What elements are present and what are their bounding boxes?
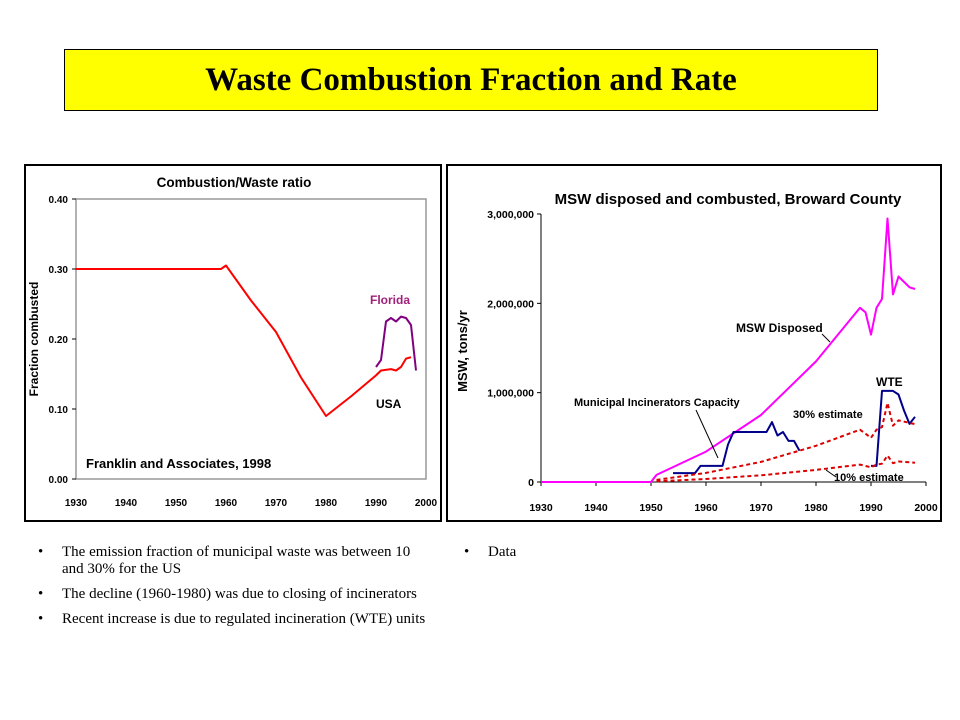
incinerators-pointer	[695, 409, 719, 459]
florida-label: Florida	[370, 293, 410, 307]
plot-frame	[75, 198, 427, 480]
combustion-ratio-chart-panel: Combustion/Waste ratio Fraction combuste…	[24, 164, 442, 522]
y-tick-label: 2,000,000	[487, 298, 534, 310]
bullet-item: Data	[458, 544, 758, 561]
tick-labels: 1930 1940 1950 1960 1970 1980 1990 2000 0.00 0.10…	[49, 195, 438, 509]
msw-disposed-label: MSW Disposed	[736, 321, 823, 335]
bullet-item: Recent increase is due to regulated inci…	[32, 611, 432, 628]
source-annotation: Franklin and Associates, 1998	[86, 456, 271, 471]
x-tick-label: 1980	[315, 498, 338, 509]
bullet-item: The decline (1960-1980) was due to closi…	[32, 586, 432, 603]
x-tick-label: 2000	[415, 498, 438, 509]
y-axis-label: MSW, tons/yr	[455, 310, 470, 392]
estimate-10-label: 10% estimate	[834, 472, 904, 484]
x-tick-label: 1950	[165, 498, 188, 509]
tick-labels: 1930 1940 1950 1960 1970 1980 1990 2000 0 1,000,0…	[487, 209, 938, 514]
bullet-list-left: The emission fraction of municipal waste…	[32, 544, 432, 636]
broward-msw-chart-panel: MSW disposed and combusted, Broward Coun…	[446, 164, 942, 522]
x-tick-label: 1930	[529, 502, 553, 514]
bullet-item: The emission fraction of municipal waste…	[32, 544, 432, 578]
title-box: Waste Combustion Fraction and Rate	[64, 49, 878, 111]
estimate-10-pointer	[825, 469, 837, 478]
x-tick-label: 1970	[265, 498, 288, 509]
x-tick-label: 1960	[215, 498, 238, 509]
x-tick-label: 1980	[804, 502, 828, 514]
chart-title: Combustion/Waste ratio	[157, 175, 312, 190]
series-line-msw-disposed	[541, 217, 916, 483]
x-tick-label: 1960	[694, 502, 718, 514]
series-lines	[541, 217, 916, 483]
wte-label: WTE	[876, 375, 903, 389]
bullet-list-right: Data	[458, 544, 758, 569]
x-tick-label: 1970	[749, 502, 773, 514]
y-tick-label: 0.00	[49, 475, 69, 486]
y-tick-label: 1,000,000	[487, 388, 534, 400]
series-line-10-estimate	[656, 454, 916, 483]
usa-label: USA	[376, 397, 402, 411]
msw-disposed-pointer	[821, 333, 831, 343]
y-tick-label: 0.30	[49, 265, 69, 276]
y-tick-label: 0.10	[49, 405, 69, 416]
series-lines	[76, 264, 417, 417]
series-line-30-estimate	[656, 401, 916, 481]
y-tick-label: 0.20	[49, 335, 69, 346]
y-axis-label: Fraction combusted	[27, 282, 41, 397]
y-tick-label: 3,000,000	[487, 209, 534, 221]
combustion-ratio-chart: Combustion/Waste ratio Fraction combuste…	[27, 175, 438, 509]
chart-title: MSW disposed and combusted, Broward Coun…	[555, 191, 902, 208]
x-tick-label: 2000	[914, 502, 938, 514]
x-tick-label: 1930	[65, 498, 88, 509]
x-tick-label: 1990	[859, 502, 883, 514]
y-tick-label: 0	[528, 477, 534, 489]
axes	[540, 214, 926, 483]
x-tick-label: 1990	[365, 498, 388, 509]
y-tick-label: 0.40	[49, 195, 69, 206]
series-line-usa	[76, 264, 412, 417]
broward-msw-chart: MSW disposed and combusted, Broward Coun…	[455, 191, 938, 514]
series-line-wte	[871, 389, 916, 467]
incinerators-label: Municipal Incinerators Capacity	[574, 397, 741, 409]
series-line-municipal-incinerators-capacity	[673, 421, 801, 475]
estimate-30-label: 30% estimate	[793, 409, 863, 421]
x-tick-label: 1940	[584, 502, 608, 514]
x-tick-label: 1950	[639, 502, 663, 514]
series-line-florida	[375, 315, 417, 371]
slide-title: Waste Combustion Fraction and Rate	[205, 61, 737, 98]
x-tick-label: 1940	[115, 498, 138, 509]
